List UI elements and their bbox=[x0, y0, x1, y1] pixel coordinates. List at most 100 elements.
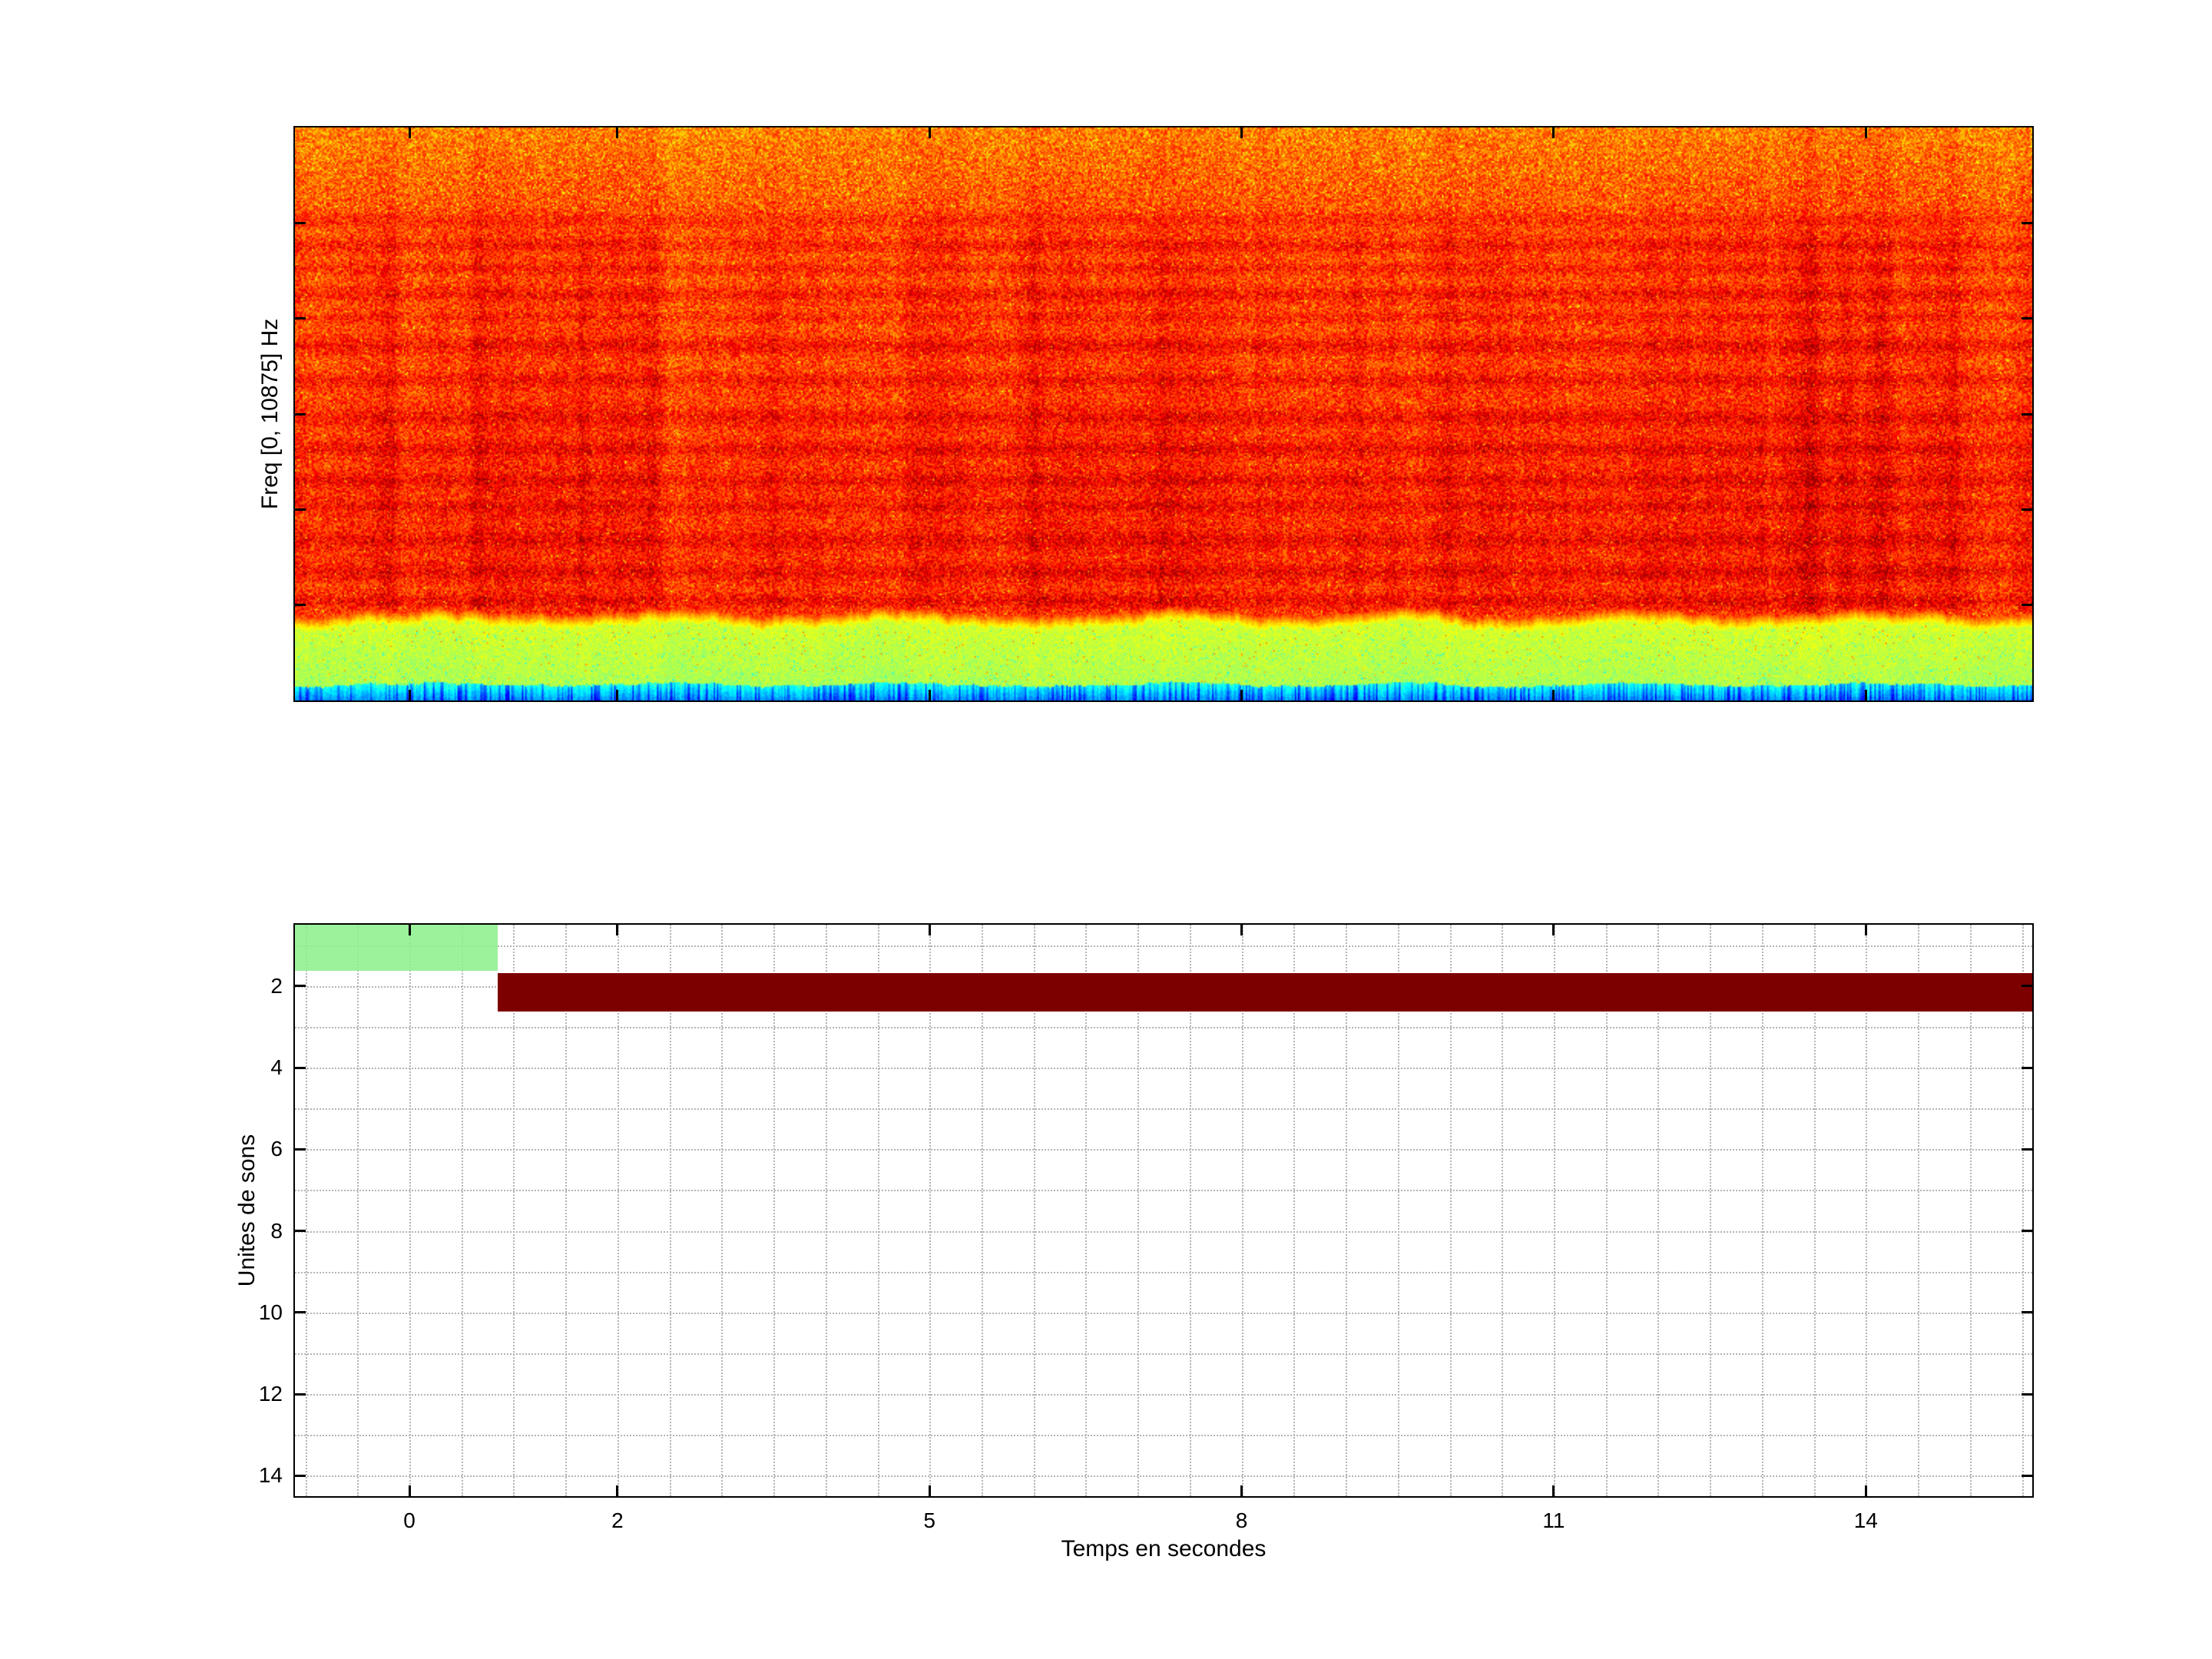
x-tick-mark bbox=[928, 925, 931, 935]
spectrogram-y-axis-label: Freq [0, 10875] Hz bbox=[257, 318, 283, 510]
y-tick-label: 2 bbox=[270, 973, 283, 998]
x-tick-mark bbox=[616, 1485, 619, 1496]
y-tick-label: 8 bbox=[270, 1218, 283, 1243]
y-tick-mark bbox=[2022, 1474, 2032, 1477]
spectrogram-x-tick-mark bbox=[928, 690, 931, 700]
gridline-horizontal bbox=[295, 1108, 2032, 1111]
y-tick-label: 4 bbox=[270, 1055, 283, 1079]
spectrogram-x-tick-mark bbox=[408, 127, 411, 138]
gridline-vertical bbox=[1710, 925, 1712, 1496]
x-tick-mark bbox=[1552, 1485, 1555, 1496]
spectrogram-y-tick-mark bbox=[2022, 412, 2032, 416]
x-tick-label: 5 bbox=[923, 1508, 935, 1532]
spectrogram-y-tick-mark bbox=[2022, 317, 2032, 320]
x-tick-mark bbox=[1864, 925, 1867, 935]
y-tick-label: 14 bbox=[258, 1463, 283, 1488]
spectrogram-x-tick-mark bbox=[1240, 690, 1243, 700]
gridline-vertical bbox=[461, 925, 463, 1496]
gridline-vertical bbox=[929, 925, 932, 1496]
y-tick-mark bbox=[2022, 1230, 2032, 1233]
spectrogram-x-tick-mark bbox=[616, 690, 619, 700]
x-tick-mark bbox=[928, 1485, 931, 1496]
gridline-horizontal bbox=[295, 1312, 2032, 1314]
spectrogram-y-tick-mark bbox=[2022, 508, 2032, 511]
y-tick-mark bbox=[2022, 1311, 2032, 1314]
gridline-vertical bbox=[721, 925, 724, 1496]
x-tick-mark bbox=[1240, 1485, 1243, 1496]
gridline-vertical bbox=[2022, 925, 2024, 1496]
y-tick-label: 12 bbox=[258, 1382, 283, 1406]
gridline-vertical bbox=[773, 925, 776, 1496]
gridline-vertical bbox=[1657, 925, 1660, 1496]
gridline-horizontal bbox=[295, 1271, 2032, 1273]
x-tick-label: 0 bbox=[403, 1508, 416, 1532]
y-tick-mark bbox=[295, 1392, 306, 1396]
gridline-vertical bbox=[825, 925, 827, 1496]
y-tick-mark bbox=[2022, 1066, 2032, 1069]
sound-unit-2-segment bbox=[498, 972, 2032, 1012]
spectrogram-y-tick-mark bbox=[295, 317, 306, 320]
x-tick-mark bbox=[408, 925, 411, 935]
y-tick-mark bbox=[2022, 1147, 2032, 1151]
gridline-vertical bbox=[1241, 925, 1243, 1496]
gridline-vertical bbox=[1866, 925, 1868, 1496]
gridline-vertical bbox=[669, 925, 671, 1496]
x-tick-mark bbox=[1552, 925, 1555, 935]
gridline-vertical bbox=[565, 925, 568, 1496]
gridline-horizontal bbox=[295, 1394, 2032, 1396]
y-tick-mark bbox=[295, 1311, 306, 1314]
gridline-vertical bbox=[1502, 925, 1504, 1496]
x-tick-mark bbox=[1240, 925, 1243, 935]
x-tick-label: 8 bbox=[1235, 1508, 1248, 1532]
spectrogram-axes bbox=[293, 126, 2034, 702]
gridline-vertical bbox=[513, 925, 515, 1496]
gridline-vertical bbox=[1553, 925, 1555, 1496]
gridline-vertical bbox=[409, 925, 411, 1496]
gridline-horizontal bbox=[295, 1190, 2032, 1192]
gridline-horizontal bbox=[295, 945, 2032, 947]
spectrogram-y-tick-mark bbox=[295, 604, 306, 607]
gridline-vertical bbox=[1605, 925, 1608, 1496]
spectrogram-x-tick-mark bbox=[1552, 127, 1555, 138]
spectrogram-y-tick-mark bbox=[2022, 604, 2032, 607]
gridline-vertical bbox=[877, 925, 879, 1496]
gridline-vertical bbox=[1033, 925, 1035, 1496]
gridline-horizontal bbox=[295, 1353, 2032, 1355]
gridline-horizontal bbox=[295, 1026, 2032, 1028]
y-tick-mark bbox=[295, 1474, 306, 1477]
x-axis-label: Temps en secondes bbox=[1061, 1536, 1267, 1561]
gridline-vertical bbox=[1969, 925, 1972, 1496]
gridline-vertical bbox=[1085, 925, 1088, 1496]
spectrogram-x-tick-mark bbox=[1864, 127, 1867, 138]
gridline-vertical bbox=[1813, 925, 1816, 1496]
x-tick-mark bbox=[616, 925, 619, 935]
gridline-vertical bbox=[1918, 925, 1919, 1496]
y-tick-mark bbox=[2022, 985, 2032, 988]
y-tick-mark bbox=[295, 1147, 306, 1151]
gridline-vertical bbox=[357, 925, 359, 1496]
gridline-horizontal bbox=[295, 1068, 2032, 1069]
y-tick-label: 6 bbox=[270, 1137, 283, 1161]
spectrogram-y-tick-mark bbox=[295, 412, 306, 416]
y-tick-mark bbox=[295, 1066, 306, 1069]
x-tick-label: 11 bbox=[1542, 1508, 1565, 1532]
gridline-horizontal bbox=[295, 1149, 2032, 1151]
spectrogram-y-tick-mark bbox=[295, 221, 306, 224]
x-tick-mark bbox=[408, 1485, 411, 1496]
gridline-vertical bbox=[982, 925, 983, 1496]
gridline-vertical bbox=[1346, 925, 1347, 1496]
gridline-vertical bbox=[1189, 925, 1191, 1496]
y-tick-mark bbox=[2022, 1392, 2032, 1396]
spectrogram-y-tick-mark bbox=[2022, 221, 2032, 224]
gridline-horizontal bbox=[295, 1435, 2032, 1437]
gridline-vertical bbox=[1449, 925, 1452, 1496]
spectrogram-image bbox=[295, 127, 2032, 700]
gridline-vertical bbox=[617, 925, 619, 1496]
gridline-horizontal bbox=[295, 1475, 2032, 1478]
spectrogram-x-tick-mark bbox=[928, 127, 931, 138]
spectrogram-x-tick-mark bbox=[1240, 127, 1243, 138]
sound-unit-1-segment bbox=[295, 925, 498, 971]
spectrogram-x-tick-mark bbox=[616, 127, 619, 138]
gridline-vertical bbox=[1137, 925, 1140, 1496]
